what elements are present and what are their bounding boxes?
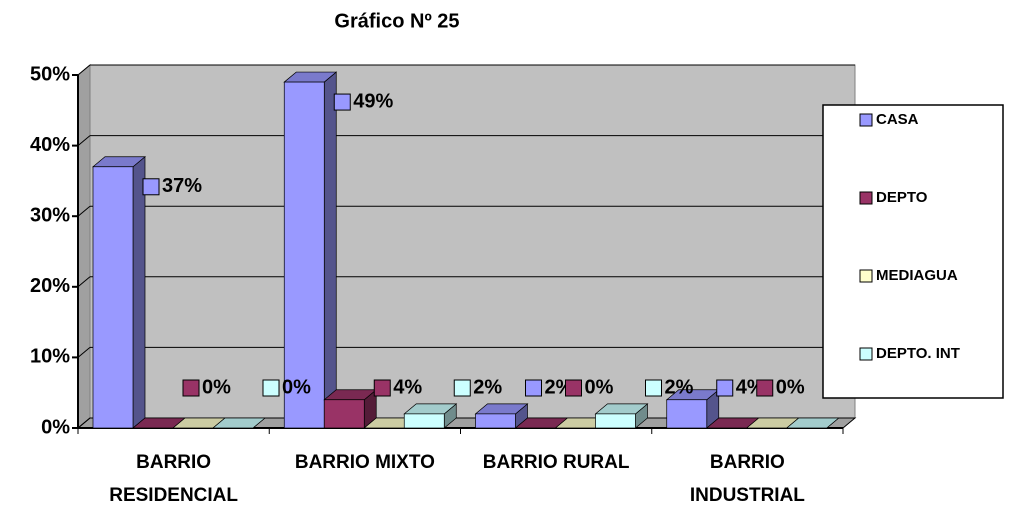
label-marker [142, 178, 160, 196]
legend-marker [859, 347, 873, 361]
bar [92, 166, 134, 429]
legend-label: DEPTO [876, 189, 928, 206]
bar [283, 81, 325, 429]
label-marker [373, 379, 391, 397]
label-marker [525, 379, 542, 397]
bar-side [132, 156, 146, 429]
bar [323, 399, 365, 429]
value-label: 2% [473, 376, 502, 398]
chart-title: Gráfico Nº 25 [334, 10, 459, 32]
x-tick-label: BARRIO INDUSTRIAL [689, 452, 805, 506]
label-marker [645, 379, 662, 397]
y-tick-label: 0% [41, 416, 70, 438]
bar-top [785, 417, 840, 429]
bar [595, 413, 636, 429]
label-marker [756, 379, 774, 397]
bar [666, 399, 708, 429]
y-tick-label: 40% [30, 134, 70, 156]
label-marker [262, 379, 280, 397]
label-marker [716, 379, 734, 397]
value-label: 37% [162, 175, 202, 197]
value-label: 49% [353, 90, 393, 112]
value-label: 0% [202, 376, 231, 398]
y-tick-label: 10% [30, 346, 70, 368]
legend-box [822, 104, 1004, 399]
grid-line-side [77, 135, 91, 146]
legend-marker [859, 113, 873, 127]
bar [403, 413, 445, 429]
x-tick-label: BARRIO RURAL [482, 452, 630, 473]
grid-line-side [77, 276, 91, 288]
grid-line-side [77, 64, 91, 76]
legend-label: MEDIAGUA [876, 267, 958, 284]
label-marker [333, 93, 351, 111]
legend-label: DEPTO. INT [876, 345, 960, 362]
x-tick-label: BARRIO RESIDENCIAL [109, 452, 239, 506]
bar [475, 413, 516, 429]
value-label: 2% [665, 376, 694, 398]
grid-line-side [77, 417, 91, 429]
legend-label: CASA [876, 111, 919, 128]
bar-top [212, 417, 266, 429]
y-tick-label: 50% [30, 63, 70, 85]
value-label: 0% [585, 376, 614, 398]
value-label: 0% [282, 376, 311, 398]
value-label: 0% [776, 376, 805, 398]
y-tick-label: 20% [30, 275, 70, 297]
label-marker [182, 379, 200, 397]
grid-line-side [77, 347, 91, 358]
label-marker [453, 379, 471, 397]
back-wall [89, 64, 856, 419]
value-label: 4% [393, 376, 422, 398]
left-wall [77, 63, 91, 430]
legend-marker [859, 269, 873, 283]
y-tick-label: 30% [30, 204, 70, 226]
bar-side [323, 71, 337, 429]
label-marker [565, 379, 582, 397]
grid-line-side [77, 205, 91, 217]
x-tick-label: BARRIO MIXTO [294, 452, 435, 473]
legend-marker [859, 191, 873, 205]
